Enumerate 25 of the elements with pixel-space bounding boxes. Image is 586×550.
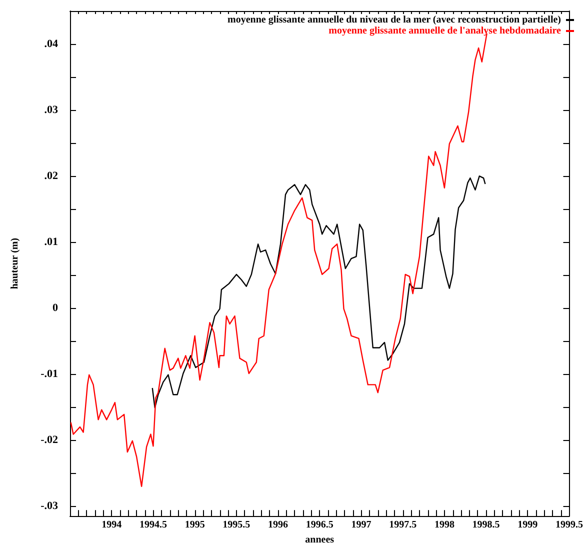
x-tick-label: 1996 <box>268 520 288 531</box>
y-tick-label: .03 <box>44 104 58 116</box>
x-tick-label: 1995 <box>184 520 205 531</box>
x-tick-label: 1998.5 <box>472 520 500 531</box>
y-tick-label: -.02 <box>40 434 58 446</box>
y-tick-label: 0 <box>52 302 58 314</box>
x-tick-label: 1999 <box>518 520 538 531</box>
x-tick-label: 1997.5 <box>389 520 417 531</box>
y-tick-label: -.03 <box>40 500 58 512</box>
x-tick-label: 1994 <box>102 520 122 531</box>
x-tick-label: 1999.5 <box>556 520 583 531</box>
y-tick-label: .01 <box>44 236 58 248</box>
x-tick-label: 1998 <box>434 520 454 531</box>
x-tick-label: 1995.5 <box>222 520 250 531</box>
y-tick-label: .02 <box>44 170 58 182</box>
legend-label: moyenne glissante annuelle du niveau de la mer (avec reconstruction partielle) <box>228 14 561 26</box>
y-tick-label: -.01 <box>40 368 58 380</box>
x-axis-title: annees <box>305 534 334 546</box>
legend-label: moyenne glissante annuelle de l'analyse hebdomadaire <box>328 26 562 36</box>
x-tick-label: 1996.5 <box>306 520 334 531</box>
x-tick-label: 1997 <box>351 520 372 531</box>
line-series <box>152 175 486 408</box>
x-tick-label: 1994.5 <box>139 520 167 531</box>
y-tick-label: .04 <box>44 38 58 50</box>
y-axis-title: hauteur (m) <box>10 238 20 290</box>
